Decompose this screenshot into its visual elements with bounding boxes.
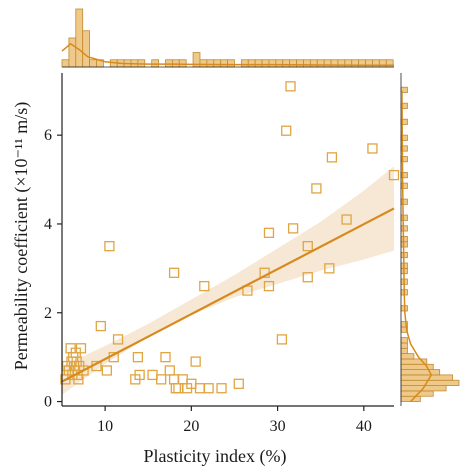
data-point [285, 81, 296, 92]
x-histogram-bar [316, 59, 325, 68]
y-histogram-bar [400, 374, 453, 381]
data-point [104, 241, 115, 252]
y-histogram-bar [400, 225, 408, 232]
regression-line-layer [61, 207, 395, 383]
x-histogram-bar [330, 59, 339, 68]
x-histogram-bar [282, 59, 291, 68]
y-histogram-bar [400, 337, 408, 344]
x-histogram-bar [213, 59, 222, 68]
y-kde-curve [401, 90, 433, 403]
data-point [324, 263, 335, 274]
y-axis-title: Permeability coefficient (×10⁻¹¹ m/s) [11, 102, 32, 371]
x-histogram-bar [247, 59, 256, 68]
x-histogram-bar [240, 59, 249, 68]
x-kde-curve [61, 42, 394, 67]
scatter-points-layer [60, 81, 400, 394]
data-point [75, 343, 87, 354]
y-tick-label: 4 [44, 216, 52, 233]
main-plot-area: 10 20 30 40 0 2 4 6 [44, 73, 400, 435]
y-tick-label: 0 [44, 394, 52, 411]
x-histogram-bar [199, 59, 208, 68]
y-histogram-bar [400, 379, 460, 386]
x-tick-label: 40 [356, 418, 372, 435]
x-histogram-bar [68, 37, 77, 68]
x-histogram-bar [309, 59, 318, 68]
data-point [233, 378, 244, 389]
tick-labels-layer: 10 20 30 40 0 2 4 6 [44, 127, 372, 435]
data-point [281, 125, 292, 136]
data-point [302, 241, 313, 252]
x-histogram-bar [178, 59, 187, 68]
y-histogram-bar [400, 214, 408, 221]
data-point [95, 320, 106, 332]
x-histogram-bar [337, 59, 346, 68]
data-point [388, 169, 400, 181]
confidence-band-layer [62, 166, 394, 395]
data-point [199, 280, 210, 292]
data-point [101, 365, 112, 376]
x-histogram-bar [303, 59, 311, 68]
confidence-band [62, 166, 394, 395]
data-point [177, 374, 188, 385]
data-point [326, 152, 338, 163]
x-tick-label: 30 [270, 418, 286, 435]
x-tick-label: 20 [183, 418, 199, 435]
data-point [311, 183, 322, 194]
x-histogram-bar [261, 59, 270, 68]
data-point [164, 365, 175, 376]
data-point [287, 223, 299, 234]
data-point [216, 383, 227, 394]
data-point [173, 383, 184, 394]
data-point [170, 383, 181, 394]
x-histogram-bar [61, 59, 70, 68]
data-point [168, 267, 180, 278]
regression-line [61, 207, 395, 383]
x-histogram-bar [206, 59, 215, 68]
data-point [263, 280, 275, 292]
data-point [194, 383, 206, 394]
x-histogram-bar [323, 59, 332, 68]
data-point [168, 374, 180, 385]
data-point [156, 374, 167, 385]
x-histogram-bar [220, 59, 228, 68]
data-point [147, 369, 158, 381]
data-point [132, 352, 144, 363]
x-tick-label: 10 [97, 418, 113, 435]
data-point [134, 369, 145, 381]
data-point [73, 374, 84, 385]
x-histogram-bar [275, 59, 284, 68]
data-point [190, 356, 201, 367]
data-point [302, 272, 313, 283]
x-histogram-bar [89, 59, 97, 68]
y-histogram-bar [400, 342, 408, 349]
data-point [341, 214, 352, 225]
y-histogram-bar [400, 353, 415, 360]
data-point [160, 352, 171, 363]
y-histogram-bar [400, 198, 408, 205]
x-histogram-bar [227, 59, 235, 68]
x-histogram-bar [268, 59, 277, 68]
x-histogram-bar [289, 59, 297, 68]
x-histogram-bar [75, 8, 84, 68]
top-marginal-histogram [61, 8, 394, 68]
y-histogram-bar [400, 347, 408, 355]
right-marginal-histogram [400, 73, 460, 406]
data-point [263, 227, 275, 238]
data-point [203, 383, 214, 394]
x-axis-title: Plasticity index (%) [144, 446, 287, 467]
x-histogram-bar [296, 59, 304, 68]
y-histogram-bar [400, 369, 441, 376]
data-point [276, 334, 288, 345]
y-tick-label: 2 [44, 305, 52, 322]
axes-layer [57, 73, 394, 411]
data-point [78, 365, 89, 376]
data-point [112, 334, 124, 345]
y-tick-label: 6 [44, 127, 52, 144]
x-histogram-bar [254, 59, 263, 68]
x-histogram-bar [82, 30, 90, 68]
data-point [367, 143, 378, 154]
